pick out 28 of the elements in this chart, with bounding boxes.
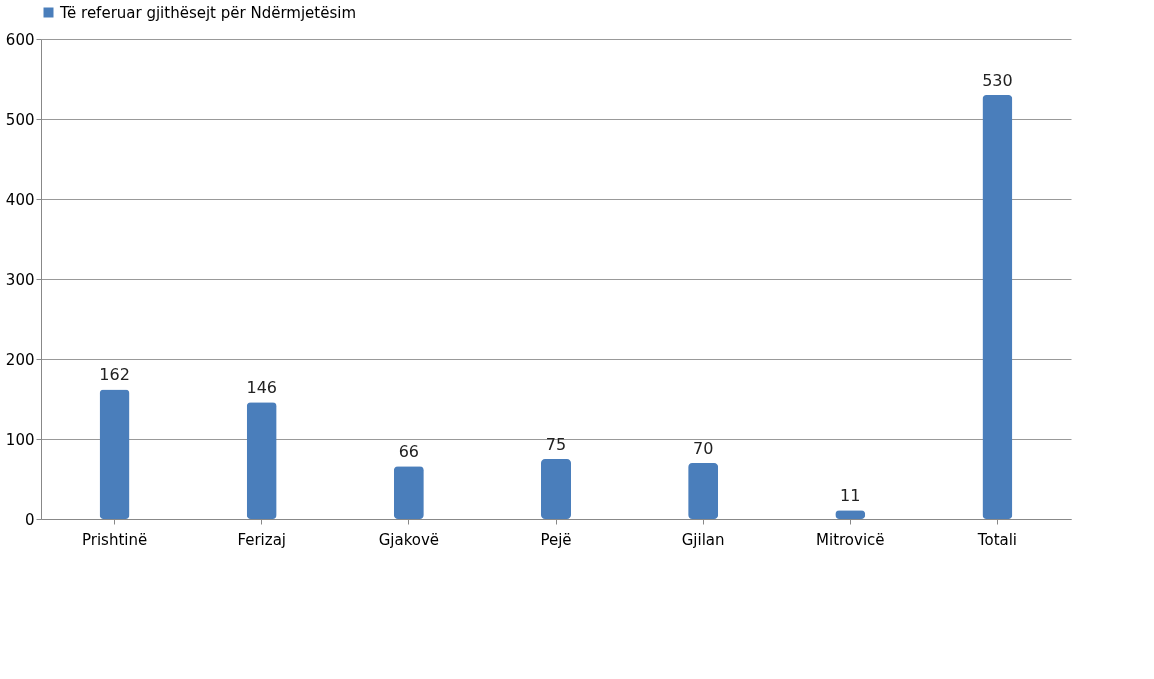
data-label: 70 [692,439,714,458]
x-tick-label: Gjilan [681,530,725,549]
x-tick-label: Gjakovë [378,530,440,549]
data-label: 75 [545,435,567,454]
y-tick-label: 500 [5,110,35,129]
x-tick-label: Totali [976,530,1018,549]
y-tick-label: 0 [24,510,35,529]
x-tick-label: Mitrovicë [816,530,885,549]
data-label: 146 [246,378,277,398]
bar [541,459,571,519]
y-tick-label: 400 [5,190,35,209]
bar [246,402,277,519]
data-label: 162 [99,365,130,385]
bar [393,466,424,519]
y-tick-label: 100 [5,430,35,449]
data-label: 66 [398,442,420,462]
x-tick-label: Prishtinë [81,530,148,549]
x-tick-label: Pejë [540,530,572,549]
y-tick-label: 200 [5,350,35,369]
bar [99,389,130,519]
x-tick-label: Ferizaj [237,530,287,549]
legend-label: Të referuar gjithësejt për Ndërmjetësim [59,3,357,22]
data-label: 530 [982,71,1013,90]
data-label: 11 [840,486,861,506]
bar [982,95,1013,519]
bar [688,463,719,519]
y-tick-label: 600 [5,30,35,49]
y-tick-label: 300 [5,270,35,289]
